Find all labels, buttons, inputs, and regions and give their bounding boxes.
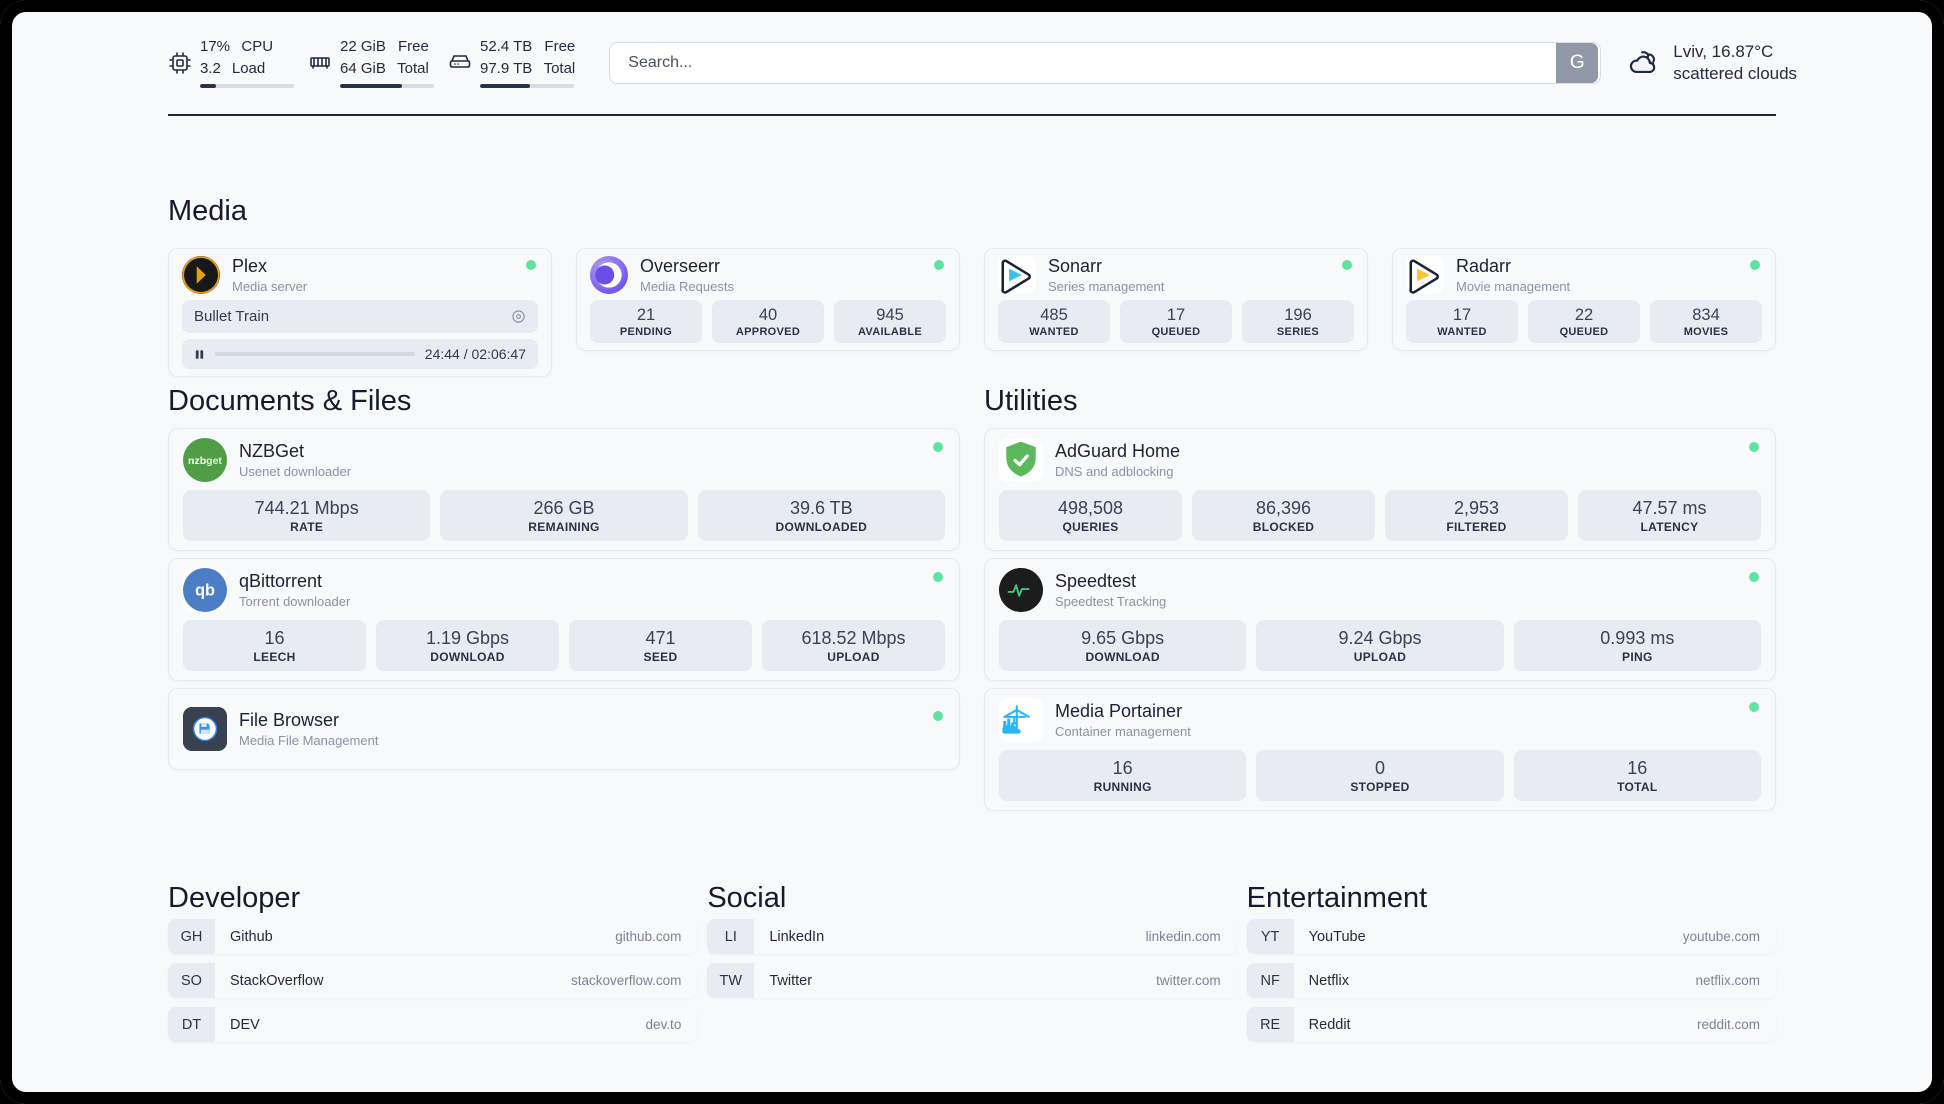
svg-text:nzbget: nzbget [188, 455, 222, 467]
svg-text:qb: qb [195, 582, 215, 600]
